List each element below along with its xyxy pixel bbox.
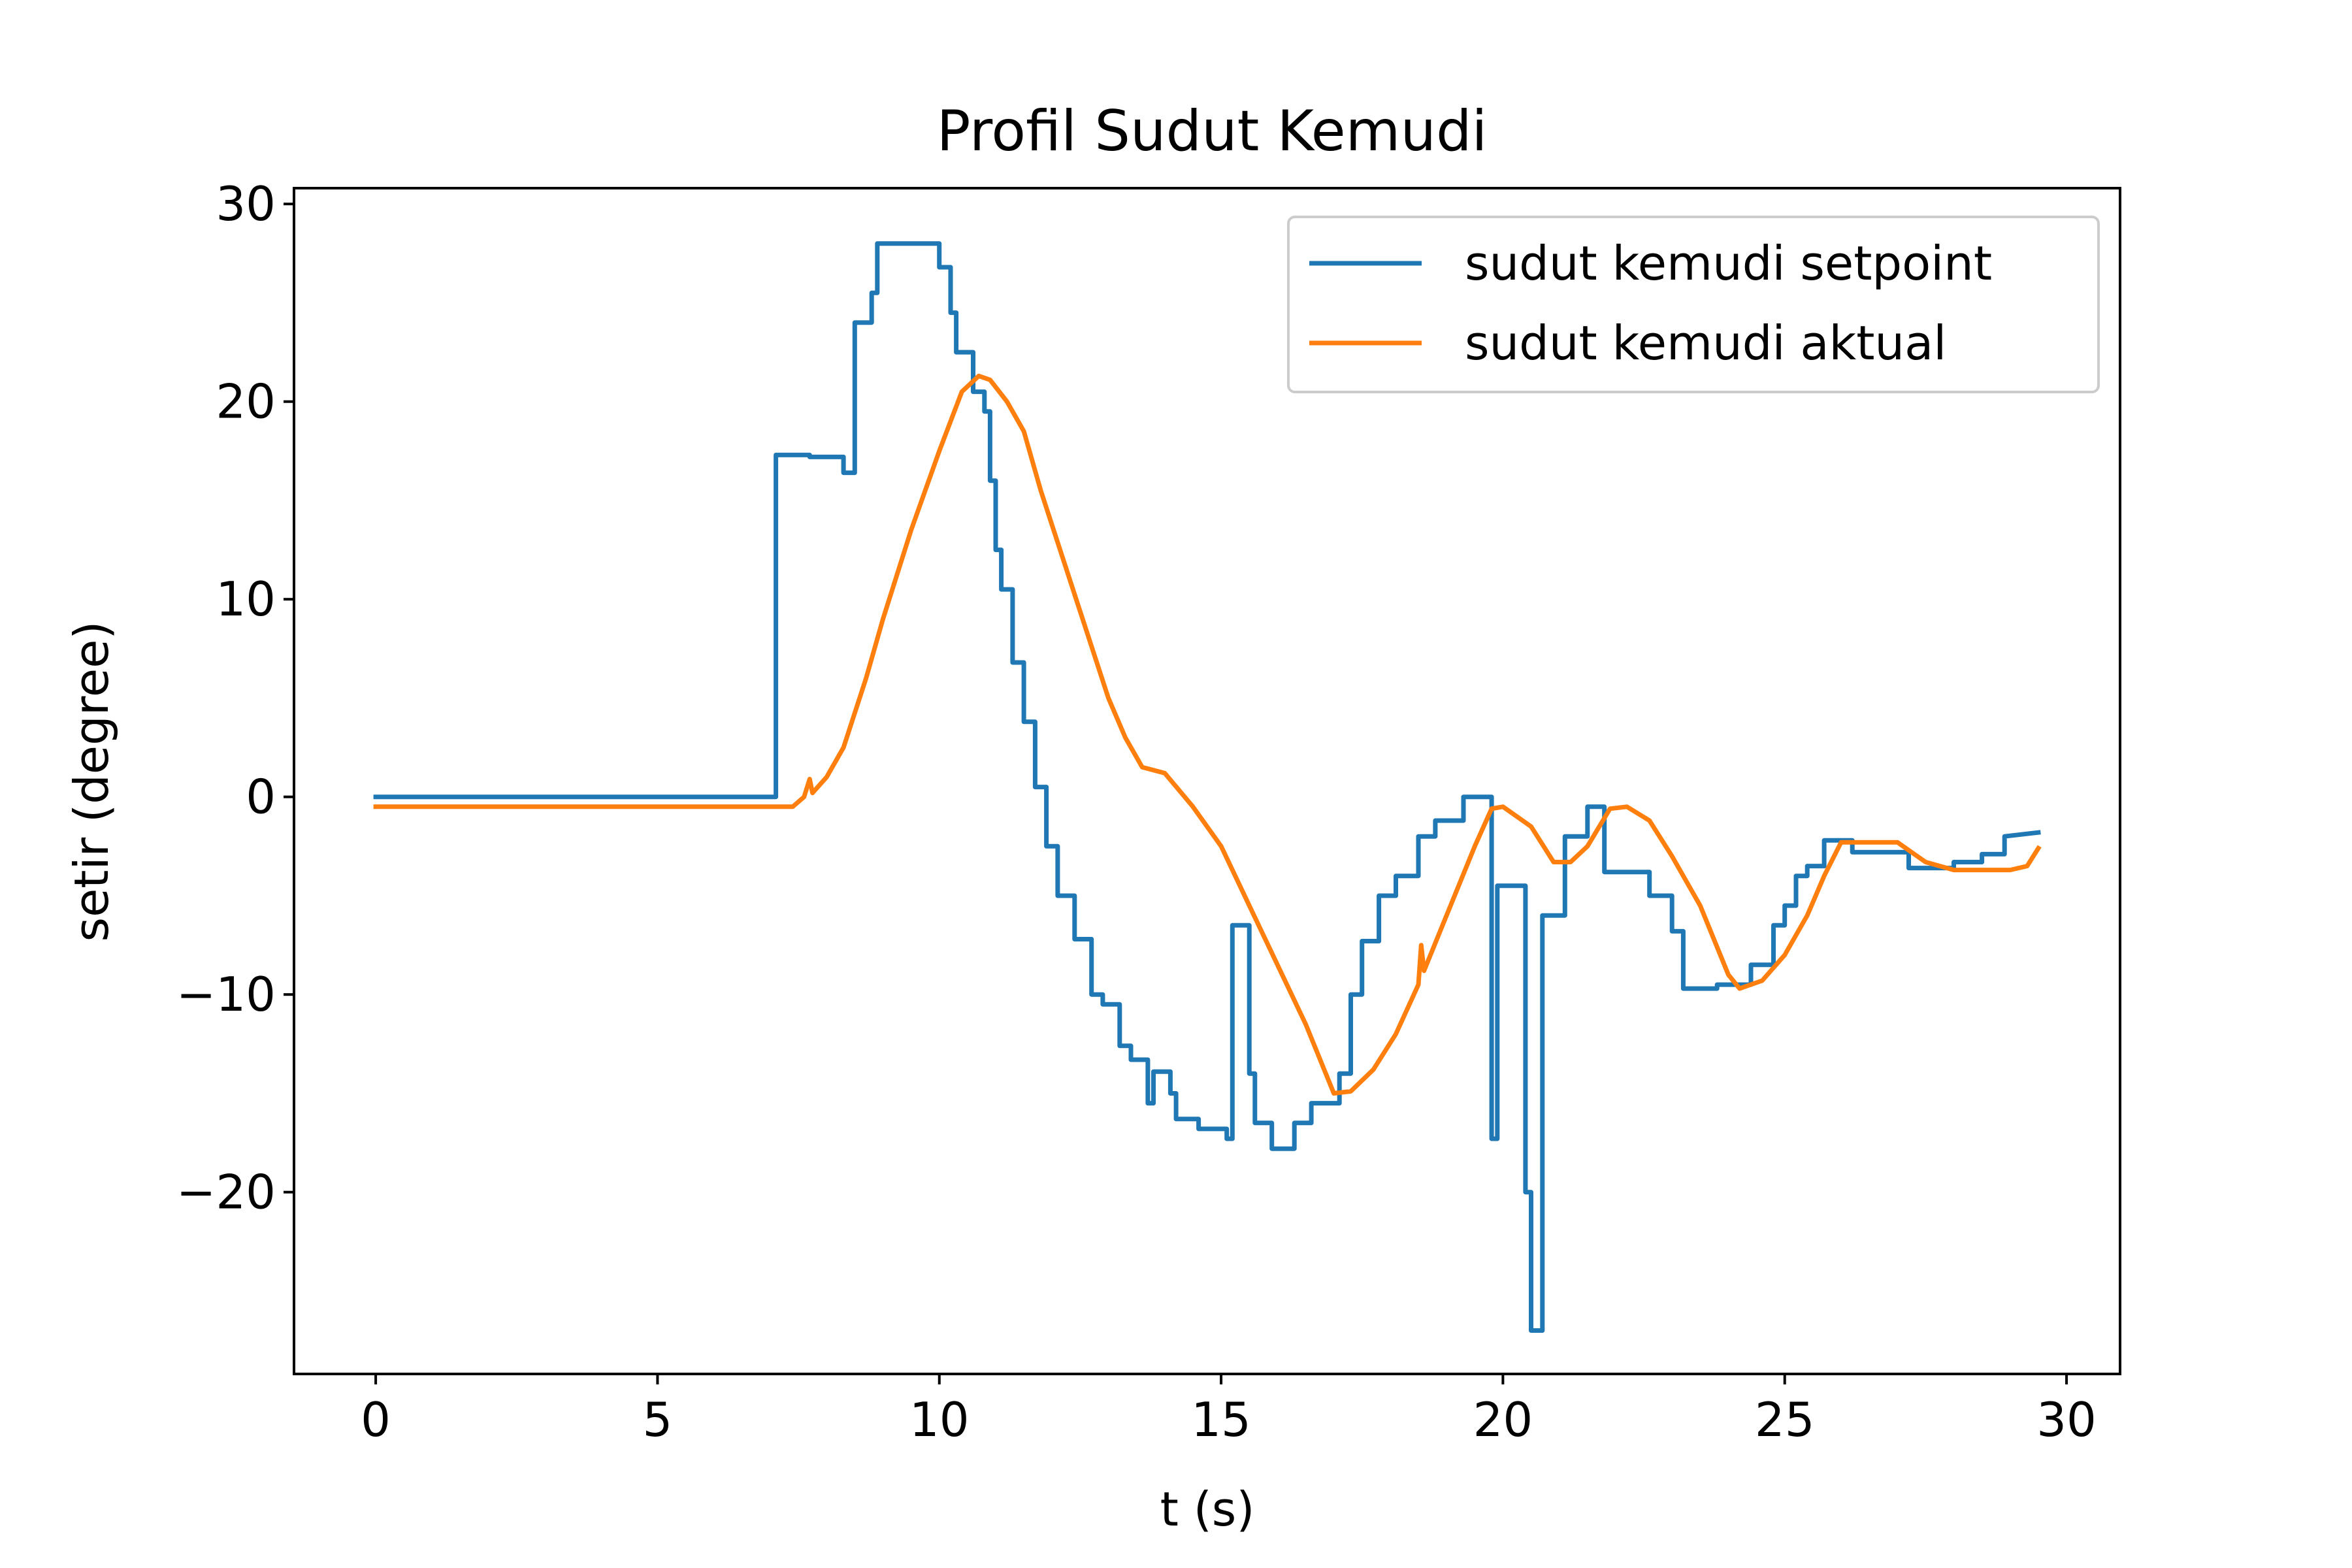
x-axis-label: t (s) — [1160, 1482, 1255, 1537]
x-tick-label: 0 — [361, 1392, 391, 1447]
x-tick-label: 25 — [1755, 1392, 1815, 1447]
x-tick-label: 5 — [643, 1392, 673, 1447]
y-tick-label: 20 — [216, 374, 276, 429]
series-layer — [373, 241, 2042, 1333]
x-tick-label: 15 — [1191, 1392, 1251, 1447]
plot-frame — [293, 187, 2121, 1375]
legend-box — [1287, 216, 2100, 393]
legend-label: sudut kemudi setpoint — [1465, 236, 1992, 291]
x-tick-label: 20 — [1473, 1392, 1533, 1447]
y-axis-label: setir (degree) — [64, 621, 119, 941]
chart-title: Profil Sudut Kemudi — [937, 99, 1488, 164]
series-line-2 — [373, 373, 2042, 1096]
legend-label: sudut kemudi aktual — [1465, 316, 1946, 370]
y-tick-label: 30 — [216, 176, 276, 231]
x-tick-label: 30 — [2036, 1392, 2097, 1447]
y-axis: 30 20 10 0 −10 −20 — [176, 176, 294, 1220]
y-tick-label: −10 — [176, 967, 276, 1022]
x-tick-label: 10 — [909, 1392, 970, 1447]
x-axis: 0 5 10 15 20 25 30 — [361, 1374, 2097, 1447]
y-tick-label: 10 — [216, 572, 276, 627]
y-tick-label: 0 — [246, 770, 276, 825]
y-tick-label: −20 — [176, 1165, 276, 1220]
legend: sudut kemudi setpoint sudut kemudi aktual — [1287, 216, 2100, 393]
